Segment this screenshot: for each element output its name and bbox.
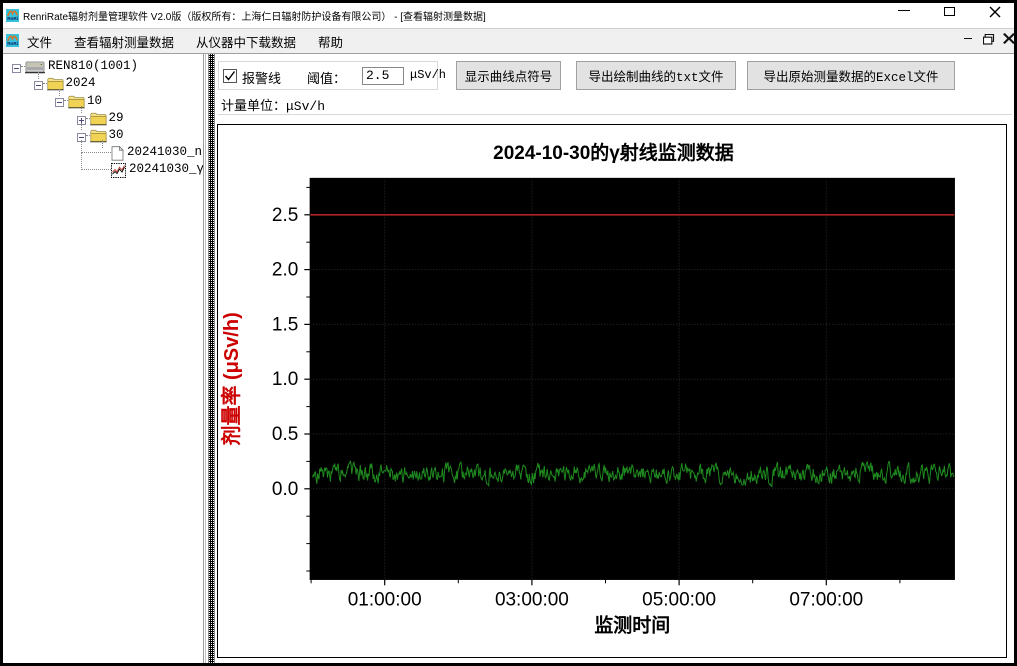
svg-text:2.5: 2.5 <box>271 204 297 225</box>
svg-text:1.0: 1.0 <box>271 369 297 390</box>
svg-text:01:00:00: 01:00:00 <box>347 589 421 610</box>
svg-text:剂量率 (μSv/h): 剂量率 (μSv/h) <box>219 312 243 445</box>
svg-text:监测时间: 监测时间 <box>594 613 670 636</box>
svg-text:07:00:00: 07:00:00 <box>789 589 863 610</box>
svg-text:05:00:00: 05:00:00 <box>642 589 716 610</box>
svg-text:1.5: 1.5 <box>271 314 297 335</box>
svg-text:2024-10-30的γ射线监测数据: 2024-10-30的γ射线监测数据 <box>493 141 734 164</box>
svg-text:03:00:00: 03:00:00 <box>495 589 569 610</box>
svg-text:2.0: 2.0 <box>271 259 297 280</box>
svg-text:0.0: 0.0 <box>271 478 297 499</box>
svg-text:0.5: 0.5 <box>271 424 297 445</box>
